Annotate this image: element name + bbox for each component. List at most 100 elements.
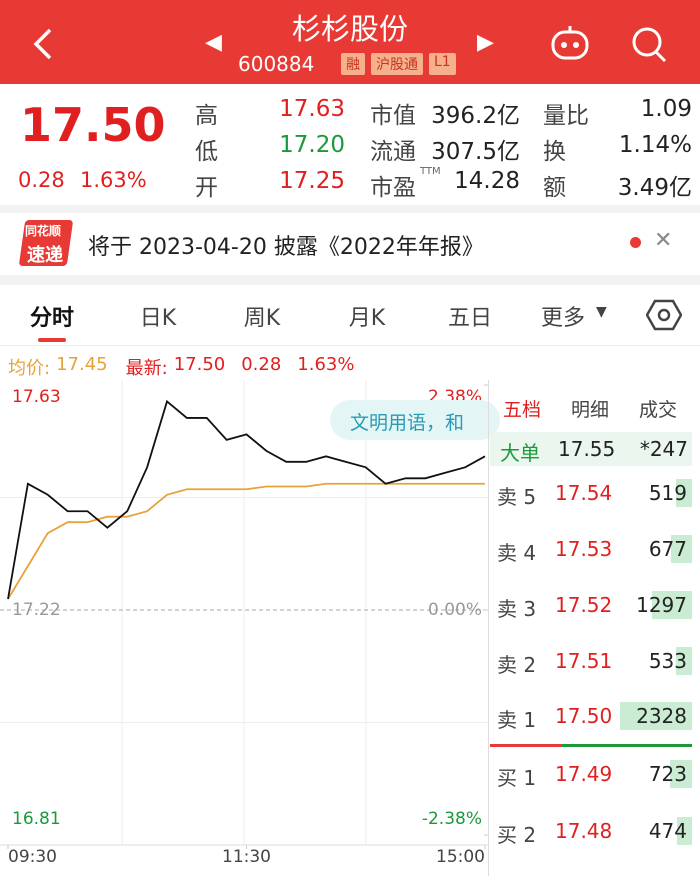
big-label: 大单: [500, 441, 540, 465]
book-price: 17.53: [555, 537, 613, 561]
book-label: 买 2: [497, 823, 537, 847]
y-tick-label: 16.81: [12, 809, 61, 829]
change-info: 0.28: [241, 354, 282, 375]
price-change: 0.28: [18, 168, 65, 192]
volume-bar: [677, 817, 692, 845]
book-volume: 1297: [636, 593, 687, 617]
book-label: 卖 1: [497, 708, 537, 732]
tab[interactable]: 日K: [139, 306, 177, 331]
book-price: 17.51: [555, 649, 613, 673]
avg-label: 均价:: [8, 358, 51, 379]
tab-underline: [38, 338, 66, 342]
x-tick-label: 11:30: [222, 847, 271, 867]
stat-value: 307.5亿: [431, 139, 520, 165]
change-pct-info: 1.63%: [297, 354, 355, 375]
book-price: 17.50: [555, 704, 613, 728]
stat-value: 1.09: [640, 96, 692, 122]
volume-bar: [620, 702, 692, 730]
stat-label: 高: [195, 103, 218, 129]
last-label: 最新:: [125, 358, 168, 379]
book-volume: 723: [648, 762, 687, 786]
volume-bar: [675, 647, 692, 675]
y2-tick-label: -2.38%: [422, 809, 482, 829]
last-price: 17.50: [20, 98, 166, 152]
stat-label: 市值: [370, 103, 416, 129]
stat-value: 14.28: [454, 168, 520, 194]
book-tab[interactable]: 明细: [570, 399, 609, 421]
stat-value: 3.49亿: [617, 175, 692, 201]
volume-bar: [671, 535, 692, 563]
next-stock[interactable]: ▶: [477, 30, 494, 55]
tab[interactable]: 更多: [540, 306, 585, 331]
book-tab[interactable]: 五档: [502, 399, 541, 421]
stat-label: 流通: [370, 139, 416, 165]
book-label: 卖 3: [497, 597, 537, 621]
tab[interactable]: 周K: [243, 306, 281, 331]
stat-label: 换: [543, 139, 566, 165]
robot-icon[interactable]: [548, 24, 592, 64]
tag: 沪股通: [371, 53, 423, 75]
avg-price: 17.45: [56, 354, 108, 375]
stock-title: 杉杉股份: [291, 12, 408, 46]
book-tab[interactable]: 成交: [638, 399, 677, 421]
settings-icon[interactable]: [646, 298, 682, 332]
split-bar-green: [562, 744, 692, 747]
prev-stock[interactable]: ◀: [205, 30, 222, 55]
stat-sup: TTM: [420, 166, 441, 177]
book-label: 卖 4: [497, 541, 537, 565]
stat-value: 17.25: [279, 168, 345, 194]
chart-info: 均价: 17.45 最新: 17.50 0.28 1.63%: [8, 354, 354, 380]
y-tick-label: 17.63: [12, 387, 61, 407]
book-volume: 474: [648, 819, 687, 843]
last-price-info: 17.50: [173, 354, 226, 375]
price-change-pct: 1.63%: [80, 168, 147, 192]
tab[interactable]: 月K: [348, 306, 386, 331]
y2-tick-label: 0.00%: [428, 600, 482, 620]
divider: [488, 380, 489, 876]
avg-line: [7, 482, 485, 600]
book-volume: 677: [648, 537, 687, 561]
divider: [0, 345, 700, 346]
book-price: 17.49: [555, 762, 613, 786]
big-order-bg: [490, 432, 692, 466]
split-bar-red: [490, 744, 562, 747]
stat-label: 量比: [543, 103, 589, 129]
x-tick-label: 15:00: [436, 847, 485, 867]
tag: 融: [341, 53, 365, 75]
y-tick-label: 17.22: [12, 600, 61, 620]
back-button[interactable]: [28, 26, 58, 62]
search-icon[interactable]: [628, 24, 672, 64]
unread-dot: [630, 237, 641, 248]
book-price: 17.54: [555, 481, 613, 505]
comment-bubble: [330, 400, 500, 440]
tab[interactable]: 五日: [447, 306, 492, 331]
book-price: 17.48: [555, 819, 613, 843]
news-text[interactable]: 将于 2023-04-20 披露《2022年年报》: [88, 235, 484, 260]
tag-row: 融沪股通 L1: [341, 53, 456, 75]
tab[interactable]: 分时: [29, 306, 74, 331]
separator: [0, 205, 700, 213]
volume-bar: [651, 591, 692, 619]
book-volume: 519: [648, 481, 687, 505]
stat-label: 低: [195, 139, 218, 165]
tag: L1: [429, 53, 456, 75]
stat-label: 开: [195, 175, 218, 201]
comment-text: 文明用语，和: [350, 412, 465, 434]
price-line: [7, 399, 486, 600]
close-news[interactable]: ✕: [654, 228, 673, 253]
stat-value: 1.14%: [618, 132, 692, 158]
separator: [0, 275, 700, 285]
stat-label: 额: [543, 175, 566, 201]
x-tick-label: 09:30: [8, 847, 57, 867]
book-label: 卖 5: [497, 485, 537, 509]
book-label: 卖 2: [497, 653, 537, 677]
volume-bar: [675, 479, 692, 507]
big-price: 17.55: [558, 437, 616, 461]
logo-top: 同花顺: [25, 224, 62, 238]
book-volume: 2328: [636, 704, 687, 728]
book-label: 买 1: [497, 766, 537, 790]
stat-value: 396.2亿: [431, 103, 520, 129]
stat-label: 市盈: [370, 175, 416, 201]
